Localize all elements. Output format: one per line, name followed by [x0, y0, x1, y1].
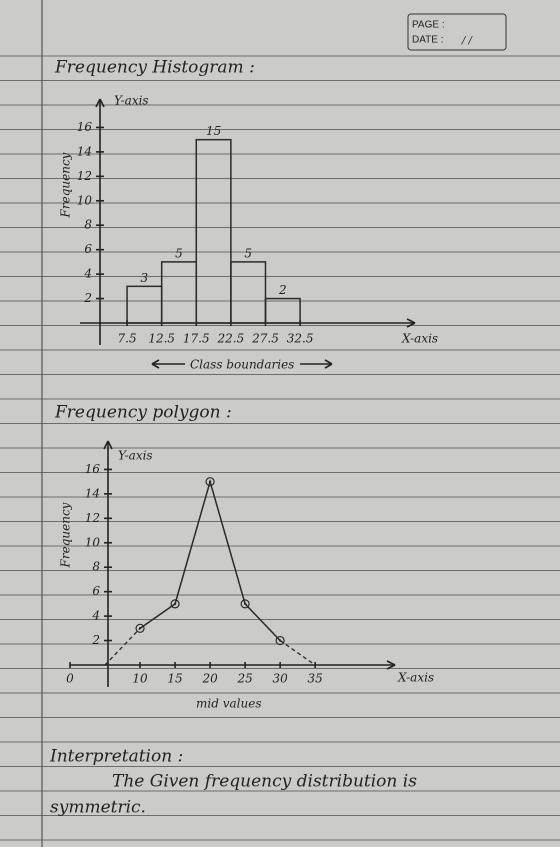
x-axis-arrow [386, 660, 396, 670]
y-tick-label: 8 [84, 218, 92, 232]
point-dot [208, 480, 212, 483]
data-label: 5 [244, 246, 252, 260]
arrow-head [324, 359, 333, 369]
x-tick-label: 7.5 [118, 332, 137, 346]
y-axis-arrow [95, 98, 105, 108]
y-tick-label: 10 [85, 535, 101, 549]
x-tick-label: 15 [167, 672, 182, 686]
y-axis-label: Y-axis [118, 449, 153, 463]
x-axis-label: X-axis [397, 671, 434, 685]
data-label: 2 [278, 283, 287, 297]
point [135, 623, 145, 633]
y-tick-label: 14 [85, 486, 100, 500]
x-tick-label: 10 [132, 672, 148, 686]
interpretation-line: The Given frequency distribution is [112, 772, 417, 792]
date-value: / / [461, 36, 474, 47]
y-title: Frequency [59, 502, 73, 568]
y-tick-label: 4 [91, 609, 100, 623]
y-tick-label: 12 [85, 511, 100, 525]
y-axis-arrow [103, 440, 113, 450]
x-tick-label: 35 [308, 672, 323, 686]
interpretation-line: symmetric. [50, 798, 146, 818]
point-dot [138, 627, 142, 630]
point [205, 477, 215, 487]
bar [264, 297, 301, 324]
bar [230, 261, 267, 324]
x-tick-label: 20 [201, 672, 218, 686]
y-tick-label: 8 [92, 560, 100, 574]
page-date-box [407, 13, 507, 51]
point-dot [278, 639, 282, 642]
chart-title: Frequency polygon : [54, 403, 232, 423]
page-label: PAGE : [412, 20, 445, 31]
x-tick-label: 0 [66, 672, 74, 686]
point-dot [243, 602, 247, 606]
chart-title: Frequency Histogram : [54, 58, 255, 78]
arrow-head [151, 359, 160, 369]
y-axis-label: Y-axis [114, 94, 149, 108]
x-title: mid values [196, 697, 261, 711]
y-tick-label: 14 [77, 144, 92, 158]
y-tick-label: 2 [83, 291, 92, 305]
point-dot [173, 602, 177, 606]
x-axis-arrow [406, 318, 416, 328]
y-tick-label: 10 [77, 193, 93, 207]
x-title: Class boundaries [190, 358, 294, 372]
point [240, 599, 250, 609]
dashed-end-segment [279, 640, 316, 666]
interpretation-heading: Interpretation : [49, 747, 183, 767]
x-axis-label: X-axis [401, 332, 438, 346]
data-label: 15 [206, 124, 221, 138]
y-tick-label: 16 [85, 462, 101, 476]
y-tick-label: 12 [77, 169, 92, 183]
x-tick-label: 30 [272, 672, 288, 686]
x-tick-label: 27.5 [251, 332, 279, 346]
y-tick-label: 4 [83, 267, 92, 281]
data-label: 5 [175, 246, 183, 260]
x-tick-label: 12.5 [148, 332, 175, 346]
y-tick-label: 6 [92, 584, 100, 598]
x-tick-label: 25 [236, 672, 252, 686]
y-tick-label: 2 [91, 633, 100, 647]
point [170, 599, 180, 609]
date-label: DATE : [412, 35, 443, 46]
data-label: 3 [141, 271, 149, 285]
x-tick-label: 22.5 [217, 332, 245, 346]
ruled-lines [0, 55, 560, 841]
y-tick-label: 16 [77, 120, 93, 134]
point [275, 635, 285, 646]
dashed-end-segment [104, 627, 141, 666]
x-tick-label: 32.5 [287, 332, 314, 346]
y-tick-label: 6 [84, 242, 92, 256]
bar [195, 138, 232, 324]
y-title: Frequency [59, 152, 73, 218]
x-tick-label: 17.5 [183, 332, 210, 346]
